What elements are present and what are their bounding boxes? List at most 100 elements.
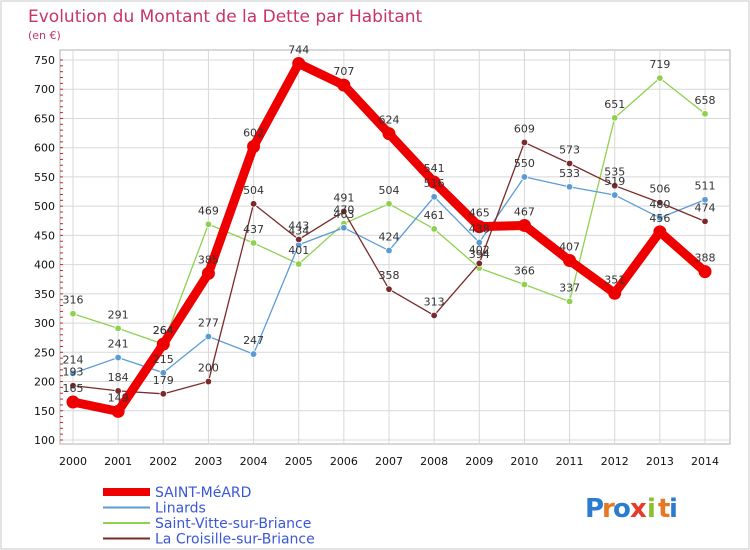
series-point	[204, 220, 213, 228]
series	[66, 57, 712, 418]
series-point	[475, 238, 483, 247]
legend: SAINT-MéARDLinardsSaint-Vitte-sur-Brianc…	[103, 485, 315, 548]
data-label: 193	[63, 366, 84, 379]
y-tick-label: 750	[34, 54, 55, 67]
data-label: 366	[514, 264, 535, 277]
data-label: 184	[108, 371, 129, 384]
data-label: 519	[604, 175, 625, 188]
logo-letter: r	[602, 494, 615, 524]
series-point	[247, 140, 261, 154]
data-label: 241	[108, 338, 129, 351]
series-point	[427, 175, 441, 189]
data-label: 504	[379, 184, 400, 197]
data-label: 385	[198, 253, 219, 266]
data-label: 358	[379, 269, 400, 282]
y-tick-label: 100	[34, 434, 55, 447]
logo-letter: P	[585, 494, 604, 524]
series-point	[520, 280, 529, 289]
y-tick-label: 350	[34, 288, 55, 301]
series-point	[653, 225, 667, 239]
data-label: 149	[108, 391, 129, 404]
x-tick-label: 2007	[375, 455, 403, 468]
data-label: 504	[243, 184, 264, 197]
series-point	[430, 225, 438, 233]
series-point	[201, 266, 215, 280]
grid	[60, 50, 730, 444]
data-label: 407	[559, 241, 580, 254]
series-point	[430, 193, 438, 201]
series-point	[114, 387, 122, 395]
data-label: 443	[288, 219, 309, 232]
y-tick-label: 250	[34, 346, 55, 359]
series-point	[472, 220, 486, 234]
series-point	[204, 332, 213, 341]
data-label: 624	[379, 114, 400, 127]
series-point	[249, 350, 258, 358]
series-point	[565, 183, 574, 191]
series-point	[340, 224, 348, 232]
series-point	[385, 200, 393, 208]
data-label: 402	[469, 243, 490, 256]
data-label: 438	[469, 222, 490, 235]
data-label: 506	[649, 183, 670, 196]
series-point	[114, 353, 122, 362]
series-point	[656, 74, 664, 82]
logo-letter: o	[613, 494, 631, 524]
data-label: 165	[63, 382, 84, 395]
y-tick-label: 400	[34, 259, 55, 272]
data-label: 516	[424, 177, 445, 190]
series-point	[292, 57, 306, 71]
data-label: 179	[153, 374, 174, 387]
series-point	[159, 390, 167, 398]
series-point	[701, 217, 709, 226]
series-point	[114, 324, 122, 333]
axes: 100 150 200 250 300 350 400 450 500 550 600 650 700 7…	[34, 54, 719, 468]
data-label: 264	[153, 324, 174, 337]
series-point	[563, 254, 577, 268]
data-label: 541	[424, 162, 445, 175]
logo-letter: t	[658, 494, 670, 524]
series-point	[475, 259, 483, 268]
data-label: 470	[333, 204, 354, 217]
data-label: 550	[514, 157, 535, 170]
x-tick-label: 2012	[601, 455, 629, 468]
series-point	[611, 191, 619, 199]
x-tick-label: 2006	[330, 455, 358, 468]
data-label: 401	[288, 244, 309, 257]
legend-label: Linards	[155, 501, 206, 517]
legend-label: La Croisille-sur-Briance	[155, 532, 315, 548]
legend-label: Saint-Vitte-sur-Briance	[155, 516, 311, 532]
data-label: 707	[333, 65, 354, 78]
x-tick-label: 2010	[510, 455, 538, 468]
data-label: 437	[243, 223, 264, 236]
y-tick-label: 150	[34, 405, 55, 418]
series-point	[69, 369, 77, 378]
x-tick-label: 2002	[149, 455, 177, 468]
data-label: 316	[63, 294, 84, 307]
series-point	[156, 337, 170, 351]
series-point	[517, 218, 531, 232]
series-point	[698, 265, 712, 279]
x-tick-label: 2001	[104, 455, 132, 468]
y-tick-label: 450	[34, 229, 55, 242]
series-point	[382, 127, 396, 141]
y-tick-label: 550	[34, 171, 55, 184]
series-point	[337, 78, 351, 92]
y-tick-label: 200	[34, 376, 55, 389]
series-point	[701, 196, 709, 204]
x-tick-label: 2009	[465, 455, 493, 468]
series-point	[385, 246, 393, 255]
x-tick-label: 2003	[194, 455, 222, 468]
series-point	[701, 110, 709, 118]
data-label: 351	[604, 273, 625, 286]
x-tick-label: 2011	[556, 455, 584, 468]
data-label: 215	[153, 353, 174, 366]
series-point	[69, 310, 77, 318]
data-label: 573	[559, 143, 580, 156]
data-label: 491	[333, 191, 354, 204]
series-point	[565, 297, 574, 306]
series-point	[608, 286, 622, 300]
series-point	[565, 159, 574, 168]
chart-title: Evolution du Montant de la Dette par Hab…	[28, 7, 423, 27]
